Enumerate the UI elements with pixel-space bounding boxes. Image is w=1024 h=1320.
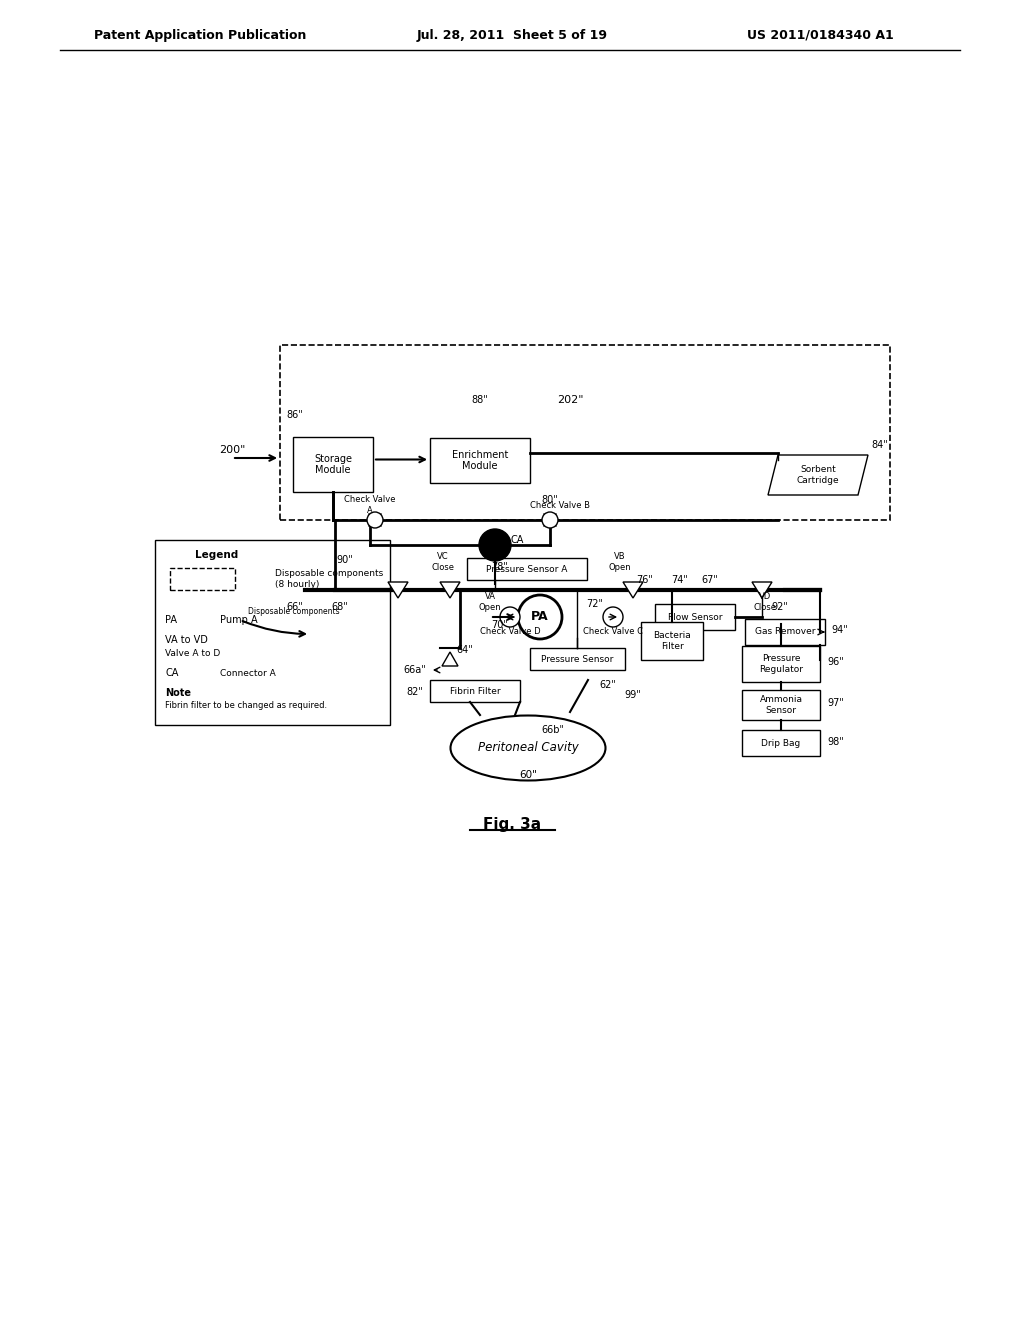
Polygon shape (768, 455, 868, 495)
FancyBboxPatch shape (742, 690, 820, 719)
FancyBboxPatch shape (155, 540, 390, 725)
Text: Valve A to D: Valve A to D (165, 648, 220, 657)
FancyBboxPatch shape (170, 568, 234, 590)
Text: Check Valve
A: Check Valve A (344, 495, 395, 515)
FancyBboxPatch shape (745, 619, 825, 645)
FancyBboxPatch shape (430, 438, 530, 483)
Text: 99": 99" (625, 690, 641, 700)
Ellipse shape (451, 715, 605, 780)
Text: Ammonia
Sensor: Ammonia Sensor (760, 696, 803, 714)
Circle shape (603, 607, 623, 627)
FancyBboxPatch shape (742, 730, 820, 756)
Circle shape (518, 595, 562, 639)
Text: Peritoneal Cavity: Peritoneal Cavity (477, 742, 579, 755)
Text: Connector A: Connector A (220, 668, 275, 677)
Text: 88": 88" (472, 395, 488, 405)
Text: Jul. 28, 2011  Sheet 5 of 19: Jul. 28, 2011 Sheet 5 of 19 (417, 29, 607, 41)
Text: 82": 82" (407, 686, 424, 697)
Text: 97": 97" (827, 698, 845, 708)
Text: 200": 200" (219, 445, 245, 455)
Text: Disposable components
(8 hourly): Disposable components (8 hourly) (275, 569, 383, 589)
Text: Gas Remover: Gas Remover (755, 627, 815, 636)
FancyBboxPatch shape (467, 558, 587, 579)
Text: PA: PA (165, 615, 177, 624)
Text: CA: CA (510, 535, 523, 545)
Text: 72": 72" (587, 599, 603, 609)
Text: 66b": 66b" (542, 725, 564, 735)
Text: 92": 92" (771, 602, 788, 612)
Circle shape (542, 512, 558, 528)
Text: Check Valve B: Check Valve B (530, 500, 590, 510)
Polygon shape (442, 652, 458, 667)
Text: Patent Application Publication: Patent Application Publication (94, 29, 306, 41)
Text: VD
Close: VD Close (754, 593, 776, 611)
Polygon shape (752, 582, 772, 598)
Text: Check Valve D: Check Valve D (479, 627, 541, 636)
Text: 62": 62" (600, 680, 616, 690)
Text: Storage
Module: Storage Module (314, 454, 352, 475)
Text: Enrichment
Module: Enrichment Module (452, 450, 508, 471)
Polygon shape (440, 582, 460, 598)
Text: 67": 67" (701, 576, 719, 585)
Text: 96": 96" (827, 657, 845, 667)
FancyBboxPatch shape (742, 645, 820, 682)
Text: 68": 68" (332, 602, 348, 612)
Text: 80": 80" (542, 495, 558, 506)
Circle shape (479, 529, 511, 561)
Text: 94": 94" (831, 624, 848, 635)
Text: 98": 98" (827, 737, 845, 747)
Text: Pressure Sensor A: Pressure Sensor A (486, 565, 567, 573)
Text: Fibrin filter to be changed as required.: Fibrin filter to be changed as required. (165, 701, 327, 710)
Text: 60": 60" (519, 770, 537, 780)
Text: Legend: Legend (195, 550, 239, 560)
FancyBboxPatch shape (655, 605, 735, 630)
FancyBboxPatch shape (293, 437, 373, 492)
Text: Pressure Sensor: Pressure Sensor (542, 655, 613, 664)
Text: 66a": 66a" (403, 665, 426, 675)
Text: Fibrin Filter: Fibrin Filter (450, 686, 501, 696)
Text: US 2011/0184340 A1: US 2011/0184340 A1 (746, 29, 893, 41)
FancyBboxPatch shape (641, 622, 703, 660)
Text: 76": 76" (637, 576, 653, 585)
Text: 84": 84" (871, 440, 889, 450)
Text: Drip Bag: Drip Bag (762, 738, 801, 747)
Text: 74": 74" (672, 576, 688, 585)
Circle shape (367, 512, 383, 528)
Text: 66": 66" (287, 602, 303, 612)
Text: 90": 90" (337, 554, 353, 565)
Text: Sorbent
Cartridge: Sorbent Cartridge (797, 465, 840, 484)
Polygon shape (623, 582, 643, 598)
Text: VA to VD: VA to VD (165, 635, 208, 645)
Text: Bacteria
Filter: Bacteria Filter (653, 631, 691, 651)
Text: 78": 78" (492, 562, 509, 572)
Text: 64": 64" (457, 645, 473, 655)
Text: VC
Close: VC Close (431, 552, 455, 572)
FancyBboxPatch shape (530, 648, 625, 671)
Text: 70": 70" (492, 620, 509, 630)
Text: 202": 202" (557, 395, 584, 405)
Text: VB
Open: VB Open (608, 552, 632, 572)
Text: Pressure
Regulator: Pressure Regulator (759, 655, 803, 673)
Text: Check Valve C: Check Valve C (583, 627, 643, 636)
Text: PA: PA (531, 610, 549, 623)
Text: Disposable components: Disposable components (248, 607, 340, 616)
Text: Pump A: Pump A (220, 615, 258, 624)
Text: CA: CA (165, 668, 178, 678)
Text: VA
Open: VA Open (478, 593, 502, 611)
Text: Fig. 3a: Fig. 3a (483, 817, 541, 833)
Polygon shape (388, 582, 408, 598)
Text: Flow Sensor: Flow Sensor (668, 612, 722, 622)
FancyBboxPatch shape (430, 680, 520, 702)
Text: 86": 86" (287, 411, 303, 420)
Text: Note: Note (165, 688, 191, 698)
Circle shape (500, 607, 520, 627)
